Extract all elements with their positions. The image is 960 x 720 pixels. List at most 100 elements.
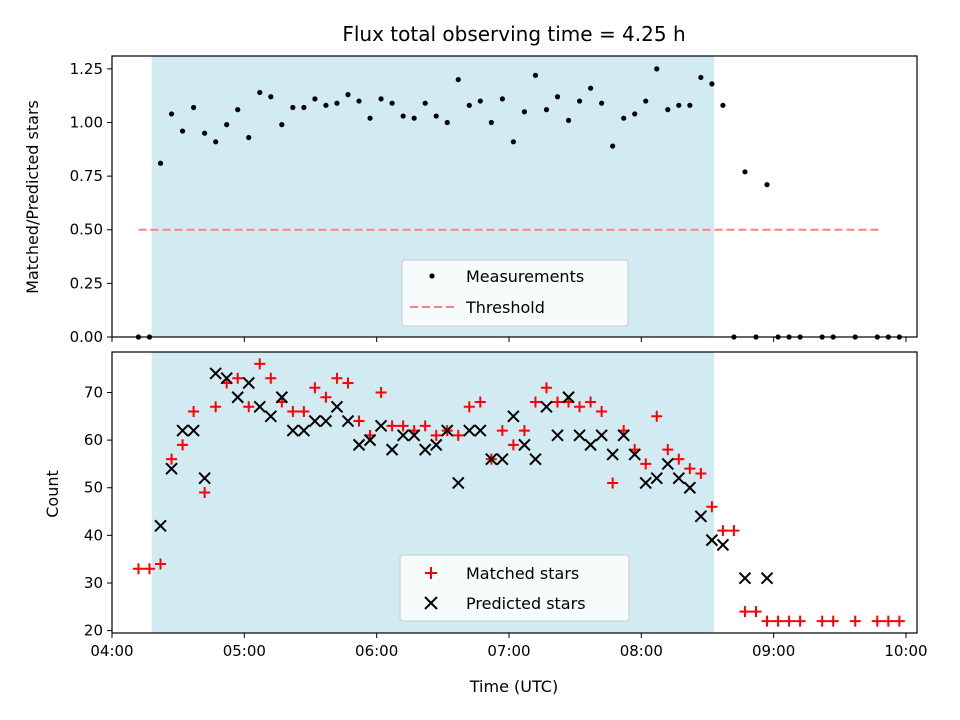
x-tick-label: 04:00	[90, 642, 133, 660]
measurements-point	[389, 100, 395, 106]
matched-stars-point	[684, 463, 696, 475]
predicted-stars-point	[441, 424, 454, 437]
measurements-point	[433, 113, 439, 119]
predicted-stars-point	[330, 400, 344, 413]
bottom-panel: 20 30 40 50 60 70 04:00 05:00 06:00 07:00 08:00 09…	[84, 351, 928, 660]
measurements-point	[213, 139, 219, 145]
matched-stars-point	[882, 615, 894, 627]
matched-stars-point	[132, 563, 144, 575]
predicted-stars-point	[242, 376, 255, 390]
matched-stars-point	[695, 467, 707, 479]
bottom-y-tick-label: 60	[84, 431, 103, 449]
predicted-stars-point	[374, 419, 388, 433]
matched-stars-point	[342, 377, 354, 389]
measurements-point	[742, 169, 748, 175]
chart-title: Flux total observing time = 4.25 h	[342, 22, 685, 46]
predicted-stars-point	[617, 429, 630, 442]
bottom-y-tick-label: 50	[84, 479, 103, 497]
predicted-stars-point	[573, 429, 586, 442]
top-plot-frame	[111, 55, 918, 338]
predicted-stars-point	[760, 572, 774, 585]
measurements-point	[334, 100, 340, 106]
matched-stars-point	[585, 396, 597, 408]
predicted-stars-point	[198, 472, 211, 485]
matched-stars-point	[640, 458, 652, 470]
measurements-point	[665, 107, 671, 113]
predicted-stars-point	[264, 410, 278, 423]
measurements-point	[345, 92, 351, 98]
legend-matched-label: Matched stars	[466, 564, 579, 583]
measurements-point	[444, 119, 450, 126]
predicted-stars-point	[209, 367, 222, 380]
measurements-point	[554, 94, 561, 100]
matched-stars-point	[188, 406, 200, 418]
predicted-stars-point	[418, 443, 432, 456]
matched-stars-point	[199, 487, 211, 498]
measurements-point	[510, 139, 516, 145]
predicted-stars-point	[341, 414, 355, 428]
measurements-point	[400, 113, 406, 119]
measurements-point	[599, 100, 605, 106]
bottom-legend: Matched stars Predicted stars	[399, 554, 630, 622]
matched-stars-point	[265, 372, 277, 384]
matched-stars-point	[783, 615, 795, 627]
matched-stars-point	[750, 606, 762, 618]
matched-stars-point	[772, 615, 784, 627]
measurements-point	[543, 107, 550, 113]
matched-stars-point	[166, 453, 178, 465]
measurements-point	[202, 130, 208, 136]
matched-stars-point	[816, 615, 828, 627]
measurements-point	[466, 102, 472, 108]
matched-stars-point	[155, 558, 167, 570]
legend-matched-marker	[425, 567, 437, 579]
measurements-point	[532, 72, 539, 78]
matched-stars-point	[463, 401, 475, 413]
matched-stars-point	[474, 396, 486, 408]
matched-stars-point	[662, 444, 674, 456]
predicted-stars-point	[385, 443, 399, 456]
matched-stars-point	[353, 415, 365, 427]
top-y-tick-label: 0.00	[70, 328, 103, 346]
predicted-stars-point	[540, 400, 553, 413]
predicted-stars-point	[628, 448, 641, 461]
measurements-point	[632, 111, 638, 117]
measurements-point	[621, 115, 627, 121]
measurements-point	[224, 122, 230, 128]
predicted-stars-point	[187, 424, 200, 437]
measurements-point	[179, 128, 186, 134]
matched-stars-point	[320, 391, 332, 403]
measurements-point	[323, 102, 329, 108]
legend-predicted-marker	[424, 596, 438, 610]
measurements-point	[455, 76, 461, 83]
predicted-stars-point	[396, 429, 410, 442]
predicted-stars-point	[716, 538, 730, 552]
predicted-stars-point	[639, 476, 652, 490]
measurements-point	[301, 104, 307, 111]
predicted-stars-point	[297, 424, 311, 437]
predicted-stars-point	[595, 429, 608, 442]
matched-stars-point	[871, 615, 883, 627]
matched-stars-point	[651, 410, 663, 422]
predicted-stars-point	[220, 371, 233, 385]
measurements-point	[378, 96, 384, 102]
legend-measurements-label: Measurements	[466, 267, 584, 286]
matched-stars-point	[574, 401, 586, 413]
bottom-y-tick-label: 40	[84, 526, 103, 544]
predicted-stars-point	[507, 410, 520, 423]
measurements-point	[499, 96, 505, 102]
matched-stars-point	[893, 615, 905, 627]
top-y-tick-label: 1.25	[70, 60, 103, 78]
measurements-point	[687, 102, 693, 108]
predicted-stars-point	[429, 438, 443, 452]
matched-stars-point	[419, 420, 431, 432]
matched-stars-point	[761, 615, 773, 627]
legend-measurements-marker	[429, 273, 435, 279]
top-legend-box	[401, 259, 629, 327]
matched-stars-point	[552, 396, 564, 408]
matched-stars-point	[143, 563, 155, 575]
predicted-stars-point	[275, 391, 289, 404]
matched-stars-point	[673, 453, 685, 465]
bottom-y-tick-label: 30	[84, 574, 103, 592]
matched-stars-point	[232, 372, 244, 384]
